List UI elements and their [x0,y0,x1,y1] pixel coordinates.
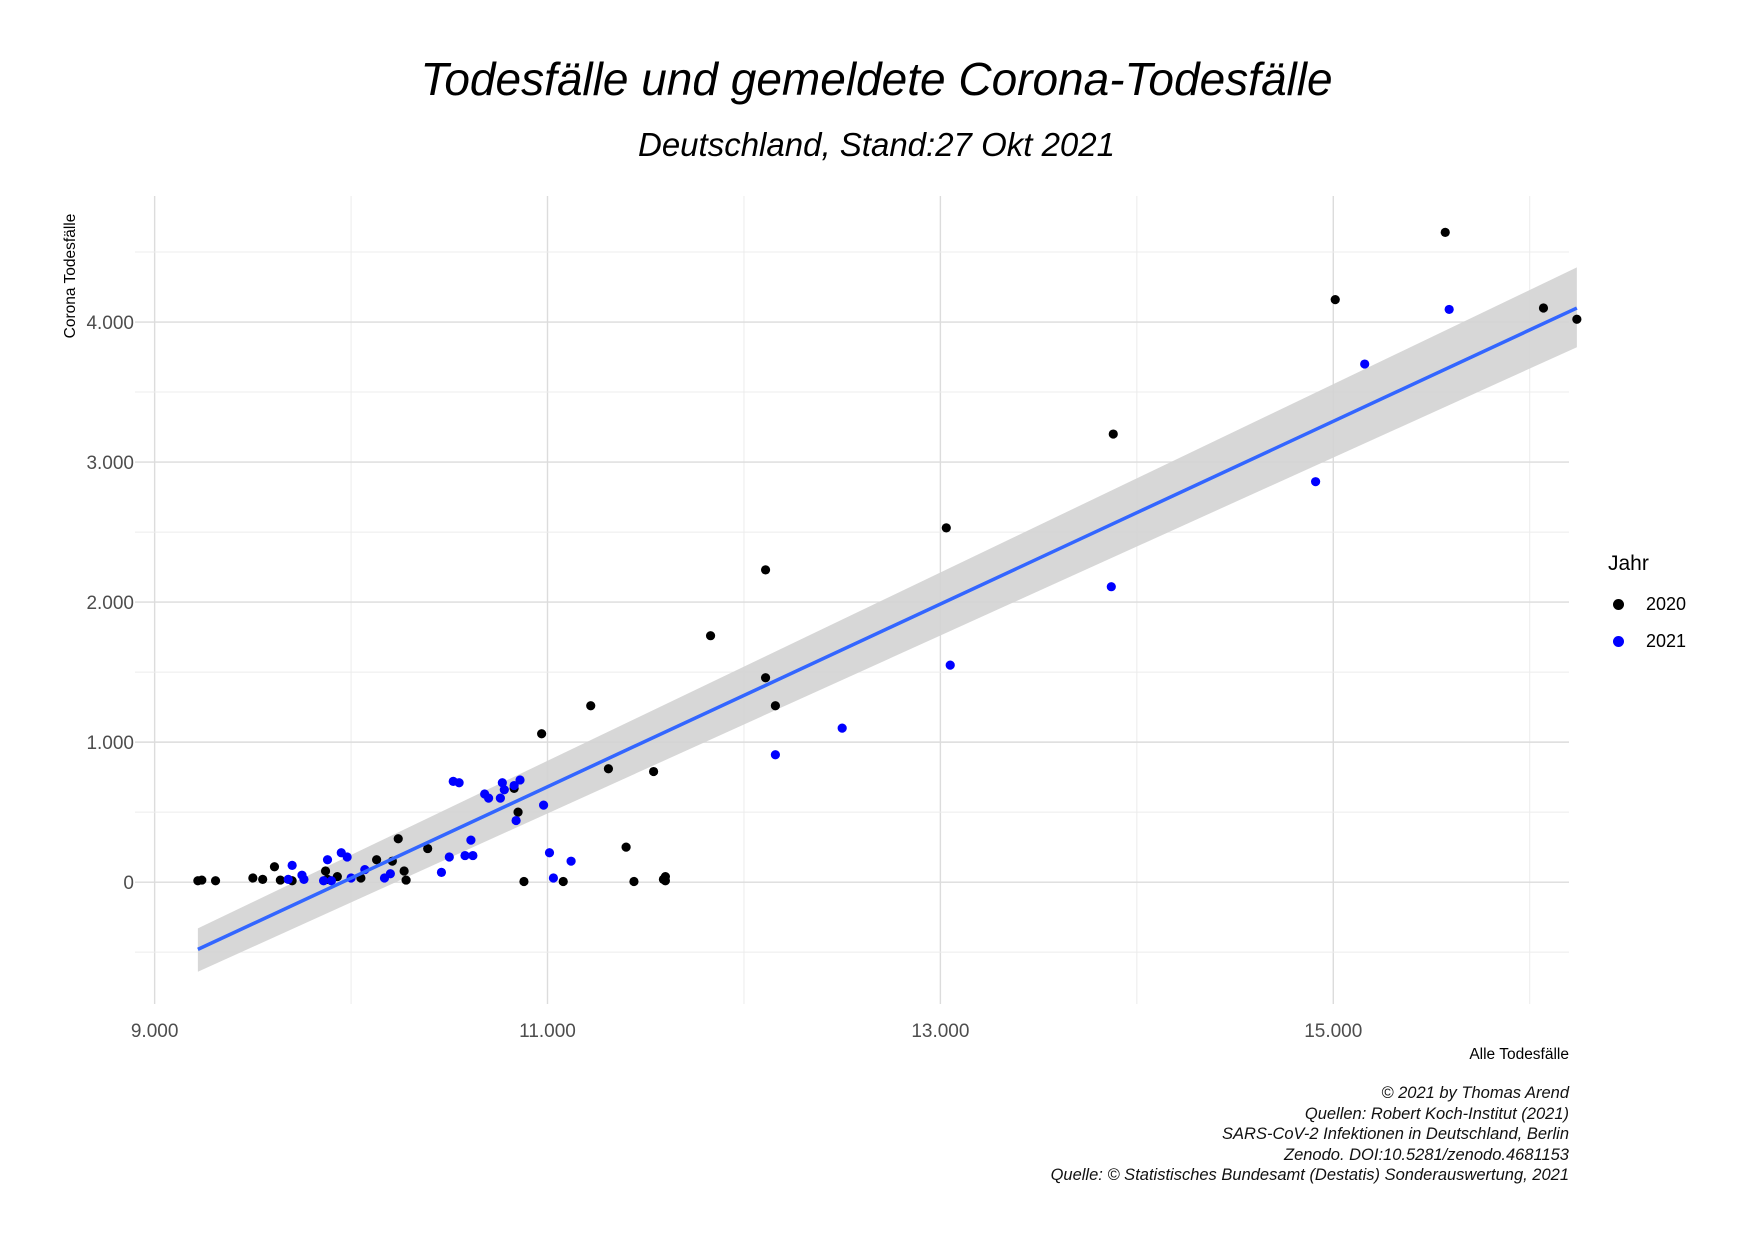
legend-dot-2021 [1613,635,1624,647]
x-tick-label: 13.000 [911,1021,969,1042]
data-point-2021 [945,660,955,670]
data-point-2021 [454,778,464,788]
x-tick-label: 15.000 [1304,1021,1362,1042]
caption-line: Quelle: © Statistisches Bundesamt (Desta… [1050,1166,1569,1184]
data-point-2021 [385,869,395,879]
data-point-2021 [544,848,555,858]
data-point-2021 [326,876,337,886]
y-axis-label: Corona Todesfälle [62,214,79,339]
trend-line [197,306,1578,951]
caption-line: Quellen: Robert Koch-Institut (2021) [1304,1104,1569,1123]
data-point-2021 [1106,582,1116,592]
data-point-2020 [705,631,716,641]
legend-label-2021: 2021 [1646,630,1687,651]
data-point-2021 [515,775,525,785]
data-point-2021 [1444,304,1454,315]
chart-title: Todesfälle und gemeldete Corona-Todesfäl… [420,53,1333,105]
data-point-2021 [466,835,476,845]
data-point-2020 [586,701,596,711]
data-point-2020 [393,834,403,844]
data-point-2021 [283,874,293,884]
data-point-2021 [497,778,507,788]
data-point-2020 [621,842,631,852]
data-point-2020 [197,875,207,885]
data-point-2020 [660,876,670,886]
x-tick-label: 9.000 [131,1021,179,1042]
data-point-2021 [499,785,509,795]
data-point-2021 [548,873,559,883]
confidence-band-area [197,267,1577,972]
data-point-2020 [603,764,614,774]
data-point-2020 [760,673,771,683]
y-tick-label: 2.000 [86,593,134,614]
data-point-2021 [342,852,352,862]
data-point-2020 [519,876,529,887]
y-tick-label: 0 [123,873,134,894]
caption-line: © 2021 by Thomas Arend [1381,1084,1569,1102]
data-point-2020 [941,523,951,533]
legend-item-2020: 2020 [1608,592,1686,616]
data-point-2020 [558,876,568,887]
data-point-2020 [1440,227,1450,238]
data-point-2020 [1108,429,1118,439]
data-point-2021 [837,723,847,733]
confidence-band [197,267,1577,972]
caption-line: Zenodo. DOI:10.5281/zenodo.4681153 [1283,1145,1569,1164]
x-tick-label: 11.000 [519,1021,576,1042]
data-point-2021 [318,876,329,886]
data-point-2020 [275,875,285,885]
data-point-2020 [1330,295,1340,305]
data-point-2021 [770,750,780,760]
data-point-2021 [299,874,309,884]
tick-labels: 9.000 11.000 13.000 15.000 0 1.000 2.000 3.000 4… [86,313,1362,1042]
data-point-2021 [538,800,549,810]
legend-label-2020: 2020 [1646,593,1687,614]
data-point-2021 [483,793,494,803]
data-point-2021 [468,850,478,861]
legend-item-2021: 2021 [1608,629,1686,653]
data-point-2021 [1360,359,1370,369]
trend-line-group [197,306,1578,951]
chart-subtitle: Deutschland, Stand:27 Okt 2021 [638,126,1115,163]
legend-title: Jahr [1608,552,1649,575]
data-point-2020 [269,862,280,872]
y-tick-label: 3.000 [86,453,134,474]
data-point-2021 [1310,477,1321,487]
data-point-2021 [322,855,333,865]
data-point-2020 [1538,303,1549,313]
data-point-2021 [566,856,576,866]
data-point-2021 [436,867,447,877]
data-point-2020 [320,866,331,876]
data-point-2020 [401,875,411,885]
legend-dot-2020 [1613,598,1624,610]
data-point-2020 [537,729,547,739]
data-points [193,227,1582,887]
source-caption: © 2021 by Thomas Arend Quellen: Robert K… [1051,1083,1569,1186]
data-point-2020 [248,873,258,883]
data-point-2020 [513,807,523,817]
data-point-2020 [210,876,221,886]
y-tick-label: 4.000 [86,313,134,334]
data-point-2020 [1572,314,1582,324]
data-point-2020 [372,855,382,865]
data-point-2021 [509,780,519,791]
data-point-2021 [511,815,521,826]
caption-line: SARS-CoV-2 Infektionen in Deutschland, B… [1222,1125,1569,1143]
data-point-2020 [760,565,771,575]
x-axis-label: Alle Todesfälle [1469,1046,1569,1063]
data-point-2020 [423,843,433,854]
data-point-2020 [258,874,268,884]
data-point-2020 [648,766,659,777]
data-point-2021 [495,793,505,803]
y-tick-label: 1.000 [86,733,134,754]
data-point-2020 [629,876,639,887]
data-point-2020 [770,701,780,711]
data-point-2020 [399,866,409,876]
data-point-2021 [287,860,297,870]
data-point-2021 [460,850,470,861]
data-point-2021 [444,852,454,862]
